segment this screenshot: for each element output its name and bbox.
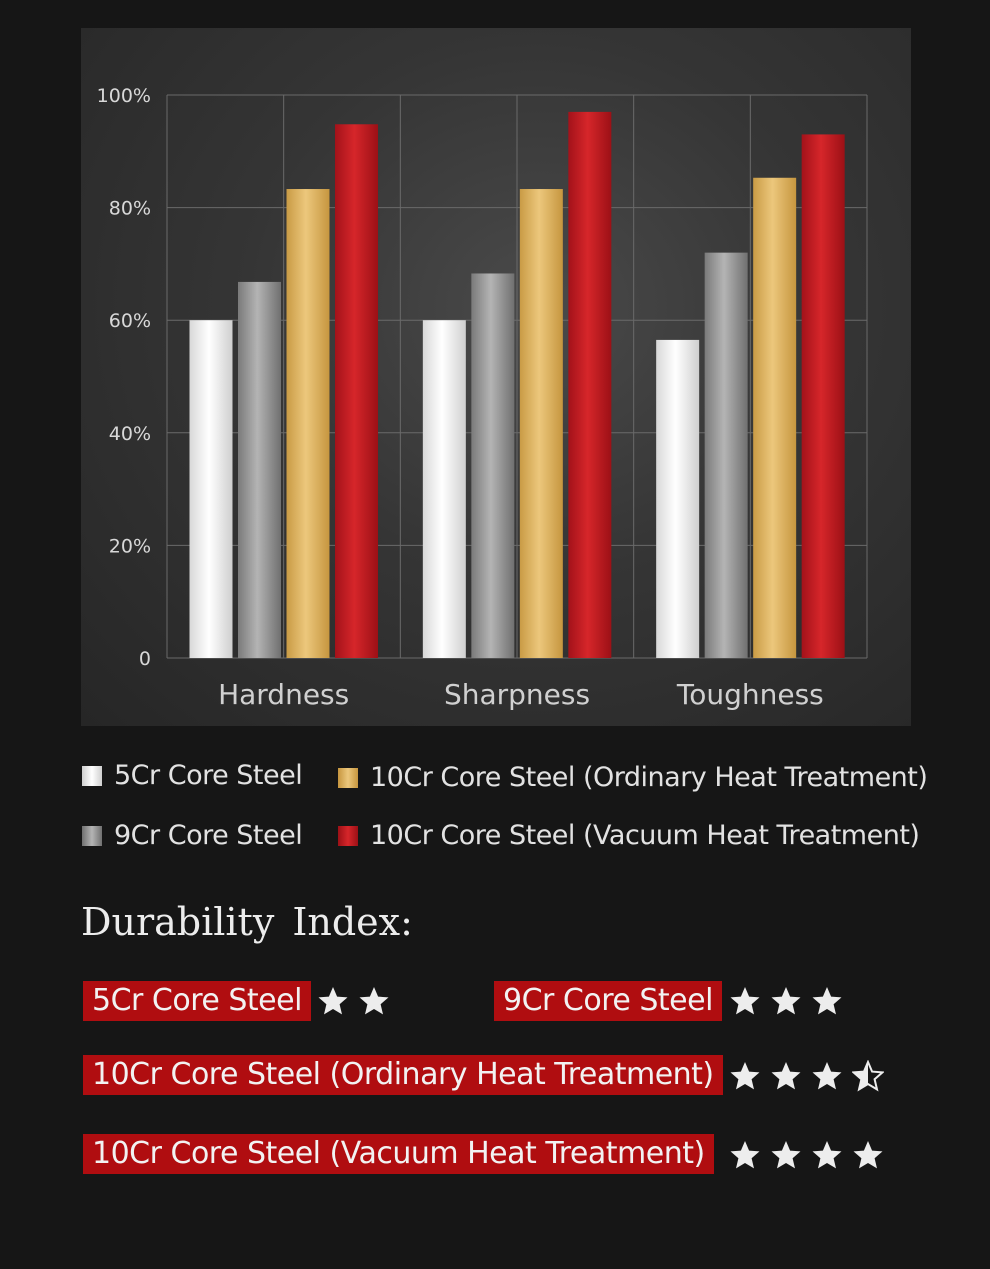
star-icon (852, 1139, 893, 1175)
durability-label: 10Cr Core Steel (Vacuum Heat Treatment) (83, 1134, 714, 1174)
half-star-icon (851, 1059, 893, 1096)
legend-item-5cr: 5Cr Core Steel (82, 760, 303, 791)
durability-label: 9Cr Core Steel (494, 981, 722, 1021)
bar-9cr (471, 273, 515, 658)
legend-item-10cr-ordinary: 10Cr Core Steel (Ordinary Heat Treatment… (338, 762, 928, 793)
star-rating (729, 1059, 893, 1096)
y-tick-label: 40% (109, 423, 151, 445)
bar-9cr (704, 252, 748, 658)
star-icon (811, 985, 852, 1021)
legend-label: 9Cr Core Steel (114, 820, 303, 851)
x-category-label: Toughness (676, 678, 824, 711)
star-icon (770, 1060, 811, 1096)
star-icon (811, 1139, 852, 1175)
x-category-label: Hardness (218, 678, 349, 711)
legend-item-9cr: 9Cr Core Steel (82, 820, 303, 851)
legend-swatch-gold (338, 767, 358, 788)
star-icon (358, 985, 399, 1021)
star-icon (317, 985, 358, 1021)
star-rating (729, 985, 852, 1021)
y-tick-label: 100% (97, 85, 151, 107)
legend-item-10cr-vacuum: 10Cr Core Steel (Vacuum Heat Treatment) (338, 820, 920, 851)
durability-label: 5Cr Core Steel (83, 981, 311, 1021)
star-icon (729, 1139, 770, 1175)
star-icon (729, 1060, 770, 1096)
x-category-label: Sharpness (444, 678, 590, 711)
y-tick-label: 60% (109, 310, 151, 332)
legend-label: 10Cr Core Steel (Ordinary Heat Treatment… (370, 762, 928, 793)
bar-10cr-ordinary (519, 189, 563, 658)
bar-10cr-vacuum (568, 111, 612, 658)
chart-panel: 100% 80% 60% 40% 20% 0 Hardness Sharpness Tough… (81, 28, 911, 726)
star-icon (729, 985, 770, 1021)
y-tick-label: 0 (139, 648, 151, 670)
legend-swatch-white (82, 765, 102, 786)
legend-swatch-grey (82, 825, 102, 846)
bar-5cr (656, 339, 700, 658)
y-tick-label: 20% (109, 535, 151, 557)
star-rating (317, 985, 399, 1021)
bar-10cr-ordinary (753, 177, 797, 659)
star-icon (770, 1139, 811, 1175)
bar-9cr (238, 281, 281, 658)
durability-label: 10Cr Core Steel (Ordinary Heat Treatment… (83, 1055, 723, 1095)
bar-10cr-ordinary (286, 189, 330, 658)
bar-10cr-vacuum (801, 134, 845, 658)
star-rating (729, 1139, 893, 1175)
y-tick-label: 80% (109, 198, 151, 220)
legend-label: 5Cr Core Steel (114, 760, 303, 791)
bar-10cr-vacuum (335, 124, 378, 658)
star-icon (770, 985, 811, 1021)
bar-5cr (422, 320, 466, 658)
legend-swatch-red (338, 825, 358, 846)
bar-chart: 100% 80% 60% 40% 20% 0 Hardness Sharpness Tough… (97, 85, 868, 711)
legend-label: 10Cr Core Steel (Vacuum Heat Treatment) (370, 820, 920, 851)
star-icon (811, 1060, 852, 1096)
bar-5cr (189, 320, 233, 658)
durability-title: Durability Index: (81, 900, 413, 944)
